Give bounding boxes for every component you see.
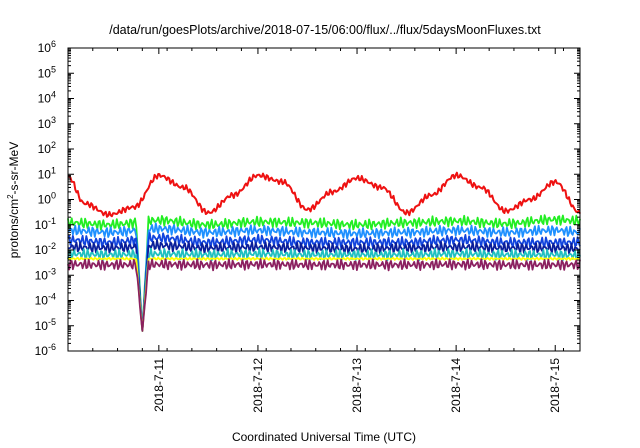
y-tick-label: 10-6 bbox=[35, 342, 56, 358]
y-axis-label: protons/cm2-s-sr-MeV bbox=[6, 142, 21, 258]
y-tick-label: 103 bbox=[38, 115, 56, 131]
series-line-8 bbox=[67, 258, 581, 332]
x-tick-label: 2018-7-14 bbox=[449, 358, 463, 413]
y-tick-label: 10-3 bbox=[35, 266, 56, 282]
y-tick-label: 10-5 bbox=[35, 317, 56, 333]
x-axis-label: Coordinated Universal Time (UTC) bbox=[232, 430, 416, 444]
y-tick-label: 10-2 bbox=[35, 241, 56, 257]
y-tick-label: 101 bbox=[38, 165, 56, 181]
chart-title: /data/run/goesPlots/archive/2018-07-15/0… bbox=[109, 23, 541, 37]
x-axis: 2018-7-11 2018-7-12 2018-7-13 2018-7-14 2018… bbox=[67, 48, 564, 413]
series-layer bbox=[67, 171, 581, 332]
x-tick-label: 2018-7-12 bbox=[251, 358, 265, 413]
y-tick-label: 106 bbox=[38, 39, 56, 55]
y-tick-label: 102 bbox=[38, 140, 56, 156]
series-line-2 bbox=[67, 214, 581, 332]
x-tick-label: 2018-7-11 bbox=[152, 358, 166, 412]
y-tick-label: 100 bbox=[38, 191, 56, 207]
y-tick-label: 104 bbox=[38, 90, 56, 106]
series-line-1 bbox=[67, 171, 581, 218]
series-line-3 bbox=[67, 222, 581, 332]
series-line-7 bbox=[67, 256, 581, 332]
y-tick-label: 10-4 bbox=[35, 292, 56, 308]
y-axis: 10-6 10-5 10-4 10-3 10-2 10-1 100 101 102 103 104 1… bbox=[35, 39, 580, 358]
x-tick-label: 2018-7-13 bbox=[350, 358, 364, 413]
series-line-5 bbox=[67, 239, 581, 332]
y-tick-label: 105 bbox=[38, 64, 56, 80]
x-tick-label: 2018-7-15 bbox=[548, 358, 562, 413]
y-tick-label: 10-1 bbox=[35, 216, 56, 232]
